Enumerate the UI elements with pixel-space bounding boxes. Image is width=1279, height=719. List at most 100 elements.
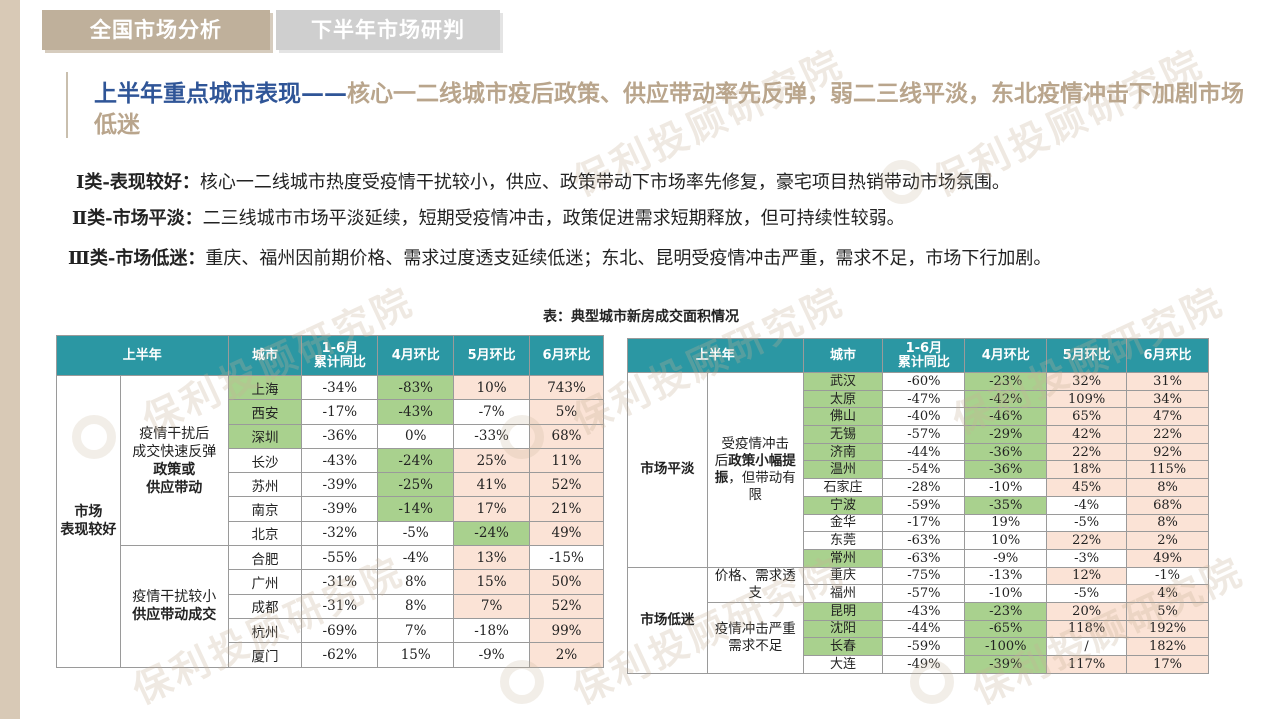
table-row: 苏州 -39% -25% 41% 52% (57, 472, 604, 498)
cell-may: -7% (453, 399, 531, 425)
cell-city: 广州 (227, 569, 303, 595)
cell-jun: 8% (1126, 513, 1209, 533)
header-ytd-line2: 累计同比 (897, 354, 950, 370)
cell-jun: 8% (1126, 478, 1209, 497)
header-ytd-line1: 1-6月 (321, 340, 359, 356)
subgroup-supply-driven: 疫情干扰较小 供应带动成交 (119, 545, 229, 668)
cell-may: 42% (1046, 425, 1128, 444)
category-1-label: Ⅰ类-表现较好： (76, 172, 200, 193)
tab-national-market-analysis[interactable]: 全国市场分析 (42, 10, 270, 50)
category-1-text: 核心一二线城市热度受疫情干扰较小，供应、政策带动下市场率先修复，豪宅项目热销带动… (199, 172, 1010, 193)
subgroup-line: 疫情干扰较小 (132, 589, 217, 606)
cell-apr: -23% (964, 372, 1048, 391)
table-row: 成都 -31% 8% 7% 52% (57, 593, 604, 619)
header-may: 5月环比 (453, 335, 531, 376)
cell-jun: 115% (1126, 460, 1209, 480)
table-row: 广州 -31% 8% 15% 50% (57, 569, 604, 595)
cell-city: 温州 (802, 460, 884, 480)
cell-city: 昆明 (802, 601, 884, 621)
table-row: 石家庄 -28% -10% 45% 8% (628, 478, 1209, 497)
subgroup-bold: 供应带动 (146, 479, 203, 496)
cell-city: 厦门 (227, 642, 303, 668)
table-row: 东莞 -63% 10% 22% 2% (628, 531, 1209, 550)
group-line2: 表现较好 (60, 522, 117, 539)
cell-city: 合肥 (227, 545, 303, 571)
tab-second-half-outlook[interactable]: 下半年市场研判 (276, 10, 500, 50)
cell-apr: -29% (964, 425, 1048, 444)
cell-may: 10% (453, 374, 531, 401)
cell-apr: -24% (377, 447, 455, 474)
subgroup-line: ，但带动有限 (728, 469, 796, 503)
cell-jun: 5% (529, 399, 604, 425)
cell-ytd: -62% (301, 642, 379, 668)
category-3-text: 重庆、福州因前期价格、需求过度透支延续低迷；东北、昆明受疫情冲击严重，需求不足，… (205, 248, 1052, 269)
header-jun: 6月环比 (529, 335, 604, 376)
cell-ytd: -28% (882, 478, 966, 497)
table-row: 长沙 -43% -24% 25% 11% (57, 447, 604, 474)
cell-ytd: -47% (882, 389, 966, 409)
cell-apr: -42% (964, 389, 1048, 409)
cell-apr: -23% (964, 601, 1048, 621)
cell-may: -9% (453, 642, 531, 668)
group-line1: 市场 (74, 504, 103, 521)
cell-city: 重庆 (802, 566, 884, 586)
table-row: 疫情冲击严重需求不足 昆明 -43% -23% 20% 5% (628, 601, 1209, 674)
cell-city: 金华 (802, 513, 884, 533)
cell-may: 118% (1046, 619, 1128, 639)
cell-jun: 49% (1126, 548, 1209, 568)
cell-may: 17% (453, 496, 531, 522)
cell-city: 长沙 (227, 447, 303, 474)
cell-may: 45% (1046, 478, 1128, 497)
cell-ytd: -44% (882, 619, 966, 639)
cell-ytd: -59% (882, 495, 966, 515)
cell-jun: 4% (1126, 584, 1209, 603)
cell-city: 佛山 (802, 407, 884, 427)
subgroup-bold: 供应带动成交 (132, 607, 217, 624)
cell-jun: 47% (1126, 407, 1209, 427)
header-ytd: 1-6月 累计同比 (301, 335, 379, 376)
cell-ytd: -60% (882, 372, 966, 391)
subgroup-epidemic-impact: 疫情冲击严重需求不足 (706, 601, 804, 674)
table-caption: 表：典型城市新房成交面积情况 (543, 309, 739, 325)
cell-city: 南京 (227, 496, 303, 522)
subgroup-line: 成交快速反弹 (132, 443, 217, 460)
cell-jun: 68% (1126, 495, 1209, 515)
cell-ytd: -63% (882, 531, 966, 550)
cell-apr: 7% (377, 617, 455, 644)
cell-ytd: -31% (301, 569, 379, 595)
header-jun: 6月环比 (1126, 338, 1209, 373)
cell-ytd: -57% (882, 584, 966, 603)
table-row: 无锡 -57% -29% 42% 22% (628, 425, 1209, 444)
cell-may: -24% (453, 520, 531, 547)
cell-may: 41% (453, 472, 531, 498)
cell-ytd: -17% (301, 399, 379, 425)
cell-city: 石家庄 (802, 478, 884, 497)
cell-apr: -83% (377, 374, 455, 401)
cell-ytd: -63% (882, 548, 966, 568)
cell-apr: -5% (377, 520, 455, 547)
cell-jun: 68% (529, 423, 604, 449)
cell-city: 杭州 (227, 617, 303, 644)
category-2: Ⅱ类-市场平淡：二三线城市市场平淡延续，短期受疫情冲击，政策促进需求短期释放，但… (72, 206, 905, 232)
cell-city: 成都 (227, 593, 303, 619)
table-row: 市场 表现较好 疫情干扰后 成交快速反弹 政策或 供应带动 上海 -34% -83% 10% 743… (56, 374, 604, 668)
cell-city: 太原 (802, 389, 884, 409)
cell-may: 18% (1046, 460, 1128, 480)
cell-apr: -9% (964, 548, 1048, 568)
subgroup-overdraft: 价格、需求透支 (706, 566, 804, 603)
cell-may: 15% (453, 569, 531, 595)
category-3: Ⅲ类-市场低迷：重庆、福州因前期价格、需求过度透支延续低迷；东北、昆明受疫情冲击… (68, 246, 1051, 272)
header-half-year: 上半年 (56, 335, 229, 376)
cell-jun: -1% (1126, 566, 1209, 586)
cell-jun: 52% (529, 472, 604, 498)
cell-ytd: -43% (301, 447, 379, 474)
cell-jun: 11% (529, 447, 604, 474)
subgroup-bold: 政策或 (153, 461, 196, 478)
group-performing-well: 市场 表现较好 (56, 375, 121, 668)
header-apr: 4月环比 (964, 338, 1048, 373)
cell-ytd: -43% (882, 601, 966, 621)
cell-city: 深圳 (227, 423, 303, 449)
cell-city: 武汉 (802, 372, 884, 391)
group-low-label: 市场低迷 (640, 611, 695, 628)
table-row: 福州 -57% -10% -5% 4% (628, 584, 1209, 603)
